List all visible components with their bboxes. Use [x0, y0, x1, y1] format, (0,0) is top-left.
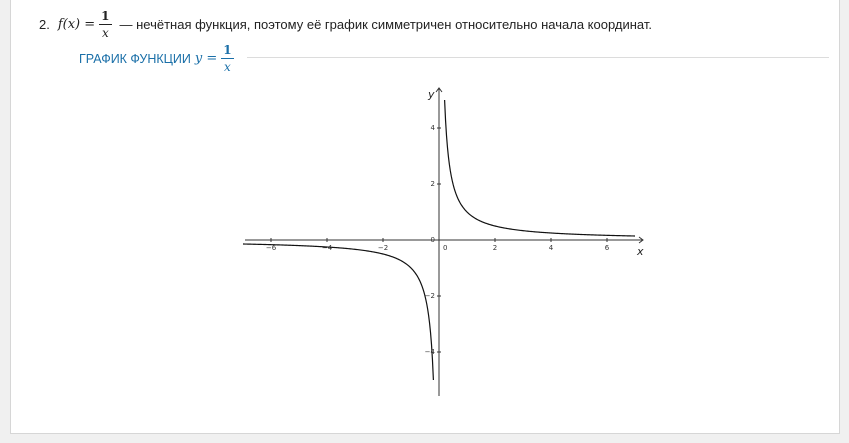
graph-heading-text: ГРАФИК ФУНКЦИИ: [79, 51, 191, 66]
y-tick-label: 0: [431, 236, 435, 244]
item-number: 2.: [39, 17, 50, 32]
x-tick-label: −6: [266, 244, 277, 252]
y-axis-label: y: [427, 88, 435, 101]
heading-divider: [247, 57, 829, 58]
fraction-numerator: 1: [99, 9, 112, 25]
y-axis-arrow: [435, 87, 443, 93]
curve-branch-positive: [444, 99, 636, 237]
fraction: 1 x: [99, 9, 112, 40]
y-tick-label: −2: [425, 292, 435, 300]
x-tick-label-origin: 0: [443, 244, 447, 252]
graph-heading-lhs: y =: [194, 51, 218, 66]
y-tick-label: 2: [431, 180, 435, 188]
content-card: 2. f(x) = 1 x — нечётная функция, поэтом…: [10, 0, 840, 434]
x-tick-label: 6: [605, 244, 610, 252]
graph-heading-numerator: 1: [221, 43, 234, 59]
function-lhs: f(x) =: [57, 17, 96, 32]
function-graph: −6 −4 −2 2 4 6 4 2 0 −2 −4 0 x y: [242, 87, 644, 396]
problem-statement: 2. f(x) = 1 x — нечётная функция, поэтом…: [39, 10, 652, 39]
x-tick-label: 4: [549, 244, 554, 252]
graph-heading-fraction: 1 x: [221, 43, 234, 74]
statement-text: — нечётная функция, поэтому её график си…: [119, 17, 652, 32]
x-axis-label: x: [636, 245, 644, 258]
graph-heading-denominator: x: [224, 60, 231, 74]
graph-heading: ГРАФИК ФУНКЦИИ y = 1 x: [79, 44, 238, 73]
x-tick-label: −2: [378, 244, 388, 252]
y-tick-label: −4: [425, 348, 436, 356]
x-tick-label: 2: [493, 244, 497, 252]
fraction-denominator: x: [101, 26, 109, 40]
x-tick-label: −4: [322, 244, 333, 252]
x-axis-arrow: [638, 236, 644, 244]
y-tick-label: 4: [431, 124, 436, 132]
curve-branch-negative: [242, 243, 434, 381]
